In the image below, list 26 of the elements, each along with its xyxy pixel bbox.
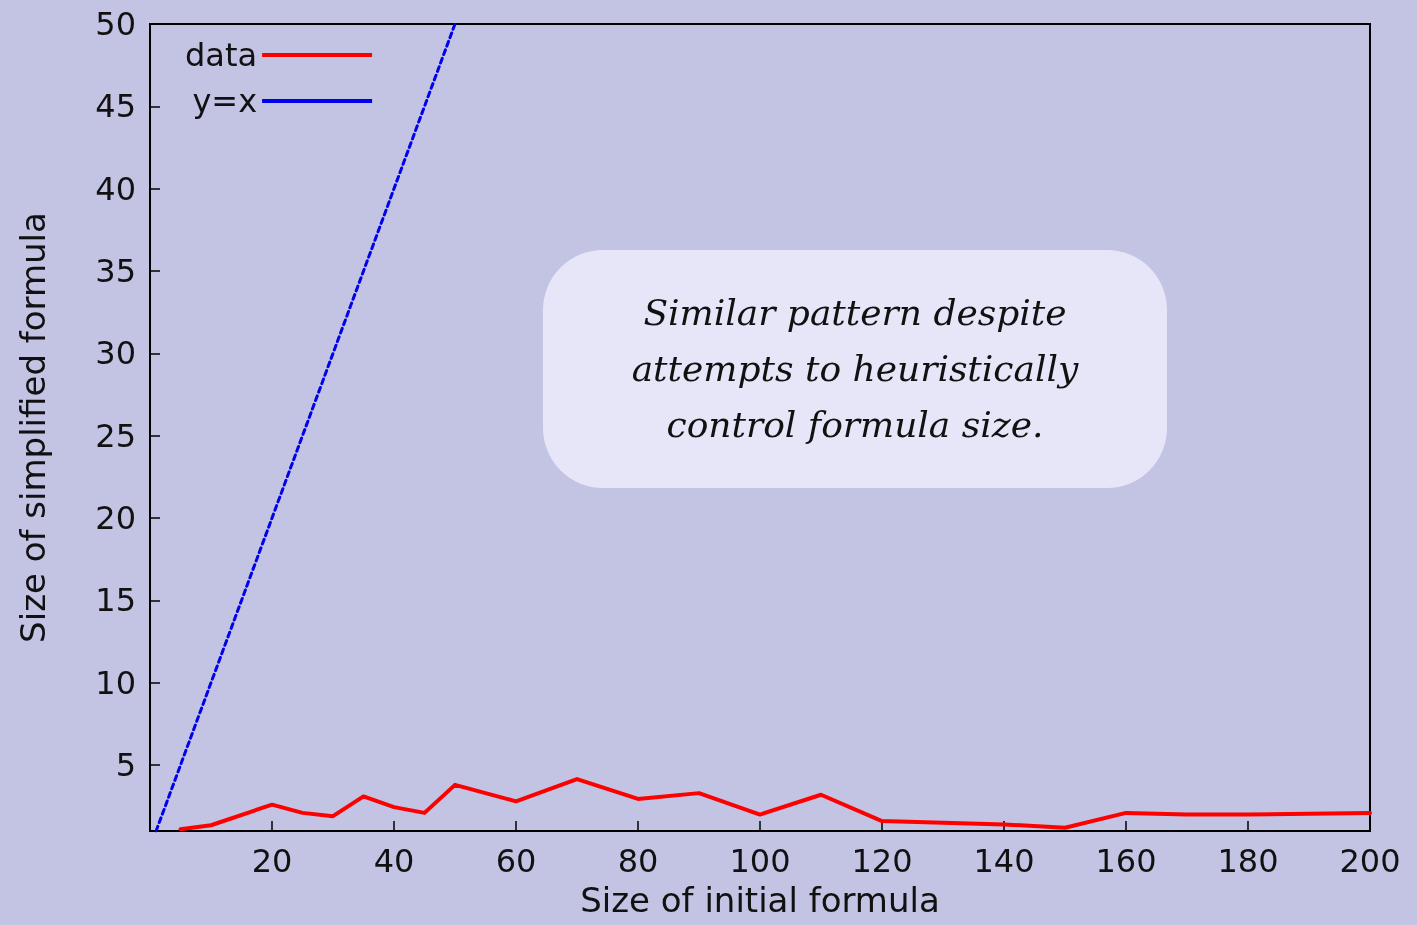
y-tick-label: 40	[95, 169, 136, 208]
x-tick-label: 80	[617, 842, 659, 880]
y-tick-label: 15	[95, 581, 136, 620]
x-tick-label: 200	[1339, 842, 1401, 880]
callout-box: Similar pattern despite attempts to heuristically control formula size.	[543, 250, 1167, 488]
y-tick-label: 5	[115, 746, 136, 785]
x-axis-title: Size of initial formula	[580, 880, 940, 920]
y-tick-label: 35	[95, 252, 136, 291]
x-tick-label: 140	[973, 842, 1035, 880]
x-tick-label: 60	[495, 842, 537, 880]
x-tick-label: 100	[729, 842, 791, 880]
x-tick-label: 180	[1217, 842, 1279, 880]
line-series	[178, 777, 1372, 832]
x-tick-label: 20	[251, 842, 293, 880]
x-tick-label: 40	[373, 842, 415, 880]
y-axis-title: Size of simplified formula	[13, 212, 53, 643]
y-tick-label: 45	[95, 87, 136, 126]
y-tick-label: 30	[95, 334, 136, 373]
y-tick-label: 50	[95, 5, 136, 43]
y-tick-label: 10	[95, 663, 136, 702]
legend-label: y=x	[192, 82, 258, 120]
legend-label: data	[185, 36, 258, 74]
y-tick-label: 25	[95, 416, 136, 455]
y-tick-label: 20	[95, 499, 136, 538]
x-tick-label: 120	[851, 842, 913, 880]
x-tick-label: 160	[1095, 842, 1157, 880]
